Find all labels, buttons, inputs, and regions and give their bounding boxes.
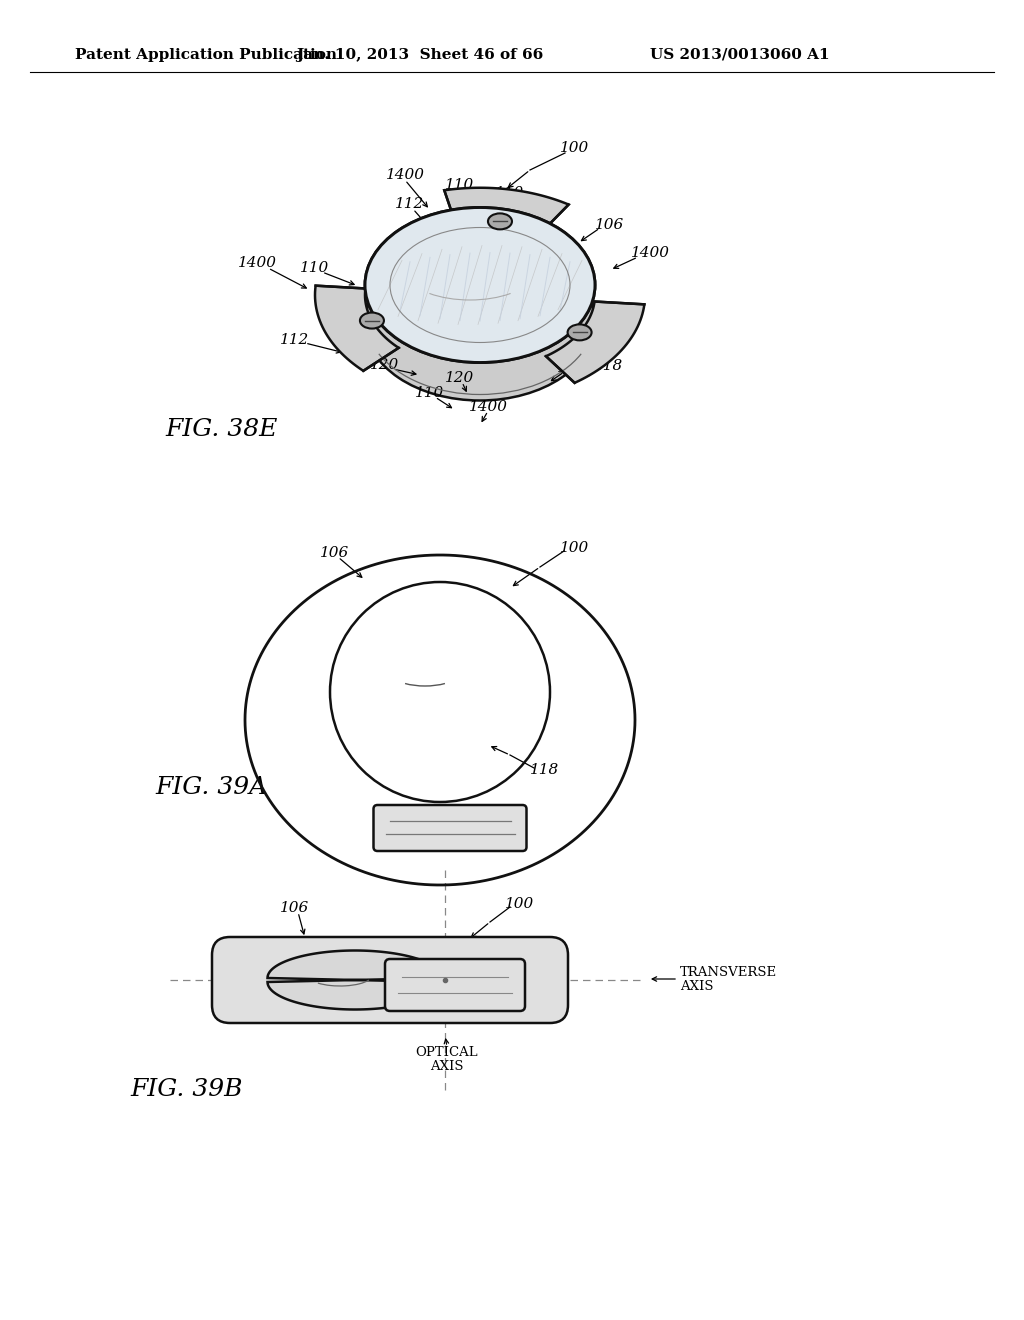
Text: 118: 118	[594, 359, 624, 374]
Text: Jan. 10, 2013  Sheet 46 of 66: Jan. 10, 2013 Sheet 46 of 66	[296, 48, 544, 62]
Text: 110: 110	[445, 178, 475, 191]
Polygon shape	[315, 285, 398, 371]
Text: 100: 100	[560, 141, 590, 154]
Text: 106: 106	[281, 902, 309, 915]
Text: FIG. 39A: FIG. 39A	[155, 776, 267, 800]
Polygon shape	[546, 301, 644, 383]
Ellipse shape	[488, 214, 512, 230]
Text: 120: 120	[555, 326, 585, 341]
Text: 112: 112	[600, 335, 630, 348]
Text: 110: 110	[416, 385, 444, 400]
Text: 1400: 1400	[385, 168, 425, 182]
Text: 112: 112	[281, 333, 309, 347]
Text: 106: 106	[321, 546, 349, 560]
Polygon shape	[444, 187, 568, 232]
Text: 112: 112	[395, 197, 425, 211]
FancyBboxPatch shape	[385, 960, 525, 1011]
Ellipse shape	[567, 325, 592, 341]
Text: 100: 100	[506, 898, 535, 911]
Text: 1400: 1400	[631, 246, 670, 260]
Text: 122: 122	[557, 360, 587, 375]
Text: 120: 120	[371, 358, 399, 372]
Text: 118: 118	[538, 958, 566, 972]
Text: 106: 106	[595, 218, 625, 232]
Text: TRANSVERSE: TRANSVERSE	[680, 965, 777, 978]
Text: 1400: 1400	[469, 400, 508, 414]
Ellipse shape	[365, 207, 595, 363]
Text: 120: 120	[445, 371, 475, 385]
Text: FIG. 38E: FIG. 38E	[165, 418, 278, 441]
Text: Patent Application Publication: Patent Application Publication	[75, 48, 337, 62]
Text: OPTICAL: OPTICAL	[416, 1045, 478, 1059]
FancyBboxPatch shape	[212, 937, 568, 1023]
Ellipse shape	[359, 313, 384, 329]
Ellipse shape	[365, 246, 595, 400]
Text: US 2013/0013060 A1: US 2013/0013060 A1	[650, 48, 829, 62]
Text: 1400: 1400	[238, 256, 276, 271]
Polygon shape	[267, 950, 442, 1010]
Text: 110: 110	[300, 261, 330, 275]
Text: AXIS: AXIS	[680, 979, 714, 993]
Ellipse shape	[365, 207, 595, 363]
Text: FIG. 39B: FIG. 39B	[130, 1078, 243, 1101]
Text: AXIS: AXIS	[430, 1060, 464, 1072]
Text: 118: 118	[530, 763, 560, 777]
Text: 110: 110	[496, 186, 524, 201]
Text: 100: 100	[560, 541, 590, 554]
FancyBboxPatch shape	[374, 805, 526, 851]
